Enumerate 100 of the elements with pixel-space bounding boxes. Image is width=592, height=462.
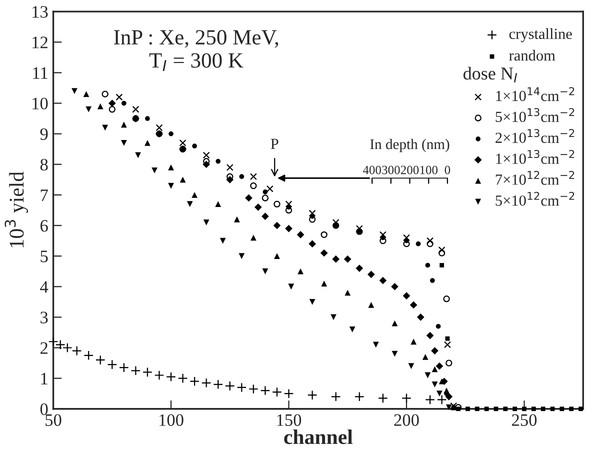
- point: [86, 106, 92, 112]
- x-tick-label: 200: [394, 414, 419, 426]
- text: InP : Xe, 250 MeV, T$_{I}$ = 300 K: [114, 30, 278, 72]
- point: [416, 314, 424, 321]
- point: [179, 139, 186, 146]
- x-tick-label: 50: [46, 414, 62, 426]
- point: [425, 394, 436, 405]
- point: [444, 388, 450, 394]
- legend-label: 1×10$^{14}$cm$^{−2}$: [496, 87, 574, 102]
- point: [330, 314, 336, 320]
- x2-tick-label: 200: [400, 166, 419, 174]
- point: [266, 185, 274, 192]
- point: [102, 124, 108, 131]
- point: [430, 278, 435, 283]
- point: [83, 91, 90, 98]
- legend-label: 7×10$^{12}$cm$^{−2}$: [496, 170, 574, 185]
- point: [444, 341, 451, 348]
- point: [250, 173, 257, 180]
- point: [438, 378, 445, 384]
- point: [416, 241, 421, 246]
- annotation: P: [270, 138, 278, 149]
- point: [431, 347, 438, 354]
- point: [260, 386, 270, 396]
- point: [166, 372, 176, 382]
- point: [466, 406, 470, 412]
- x-tick-label: 150: [277, 414, 302, 426]
- x2-tick-label: 0: [444, 166, 450, 174]
- y-axis-title: 10$^{3}$ yield: [4, 172, 28, 248]
- point: [438, 246, 446, 254]
- point: [118, 362, 129, 373]
- point: [408, 363, 414, 370]
- point: [410, 338, 417, 345]
- point: [332, 218, 340, 226]
- point: [569, 406, 574, 412]
- y-tick-label: 2: [40, 342, 48, 354]
- point: [332, 255, 340, 263]
- x2-tick-label: 100: [420, 166, 438, 174]
- point: [250, 234, 256, 241]
- point: [152, 168, 158, 174]
- point: [239, 174, 244, 179]
- point: [202, 152, 210, 159]
- point: [262, 189, 268, 194]
- point: [436, 390, 442, 397]
- point: [540, 406, 546, 412]
- legend-label: 2×10$^{13}$cm$^{−2}$: [496, 129, 574, 143]
- point: [55, 340, 66, 350]
- point: [372, 342, 379, 348]
- legend-label: 5×10$^{13}$cm$^{−2}$: [496, 108, 574, 122]
- x-tick-label: 100: [160, 414, 184, 426]
- point: [120, 122, 127, 128]
- point: [168, 131, 174, 136]
- point: [298, 268, 304, 274]
- point: [107, 360, 118, 370]
- point: [238, 253, 245, 259]
- x2-tick-label: 400: [362, 166, 381, 174]
- legend-label: 1×10$^{13}$cm$^{−2}$: [496, 150, 574, 164]
- point: [154, 370, 164, 380]
- point: [284, 388, 294, 399]
- y-tick-label: 9: [40, 128, 48, 140]
- point: [474, 406, 480, 412]
- y-tick-label: 7: [40, 190, 48, 201]
- point: [168, 164, 174, 170]
- point: [84, 350, 94, 360]
- point: [248, 384, 258, 394]
- point: [432, 381, 438, 388]
- point: [307, 390, 318, 400]
- point: [445, 336, 450, 341]
- point: [349, 326, 356, 332]
- point: [48, 336, 58, 347]
- point: [320, 249, 328, 257]
- legend-label: 5×10$^{12}$cm$^{−2}$: [496, 192, 574, 206]
- point: [203, 219, 210, 226]
- point: [310, 214, 315, 219]
- y-tick-label: 4: [40, 281, 48, 293]
- point: [402, 393, 412, 404]
- point: [356, 264, 364, 272]
- point: [296, 230, 304, 238]
- point: [392, 350, 398, 357]
- point: [145, 116, 150, 121]
- point: [226, 164, 234, 171]
- point: [344, 290, 351, 296]
- y-tick-label: 3: [40, 312, 48, 324]
- point: [494, 406, 498, 412]
- point: [410, 301, 418, 309]
- point: [426, 332, 434, 340]
- point: [436, 362, 444, 370]
- point: [156, 124, 163, 132]
- point: [425, 262, 430, 268]
- point: [391, 282, 398, 290]
- point: [424, 372, 431, 378]
- point: [220, 238, 226, 244]
- point: [254, 203, 262, 211]
- point: [201, 378, 212, 388]
- point: [202, 160, 210, 168]
- point: [180, 176, 186, 183]
- point: [356, 225, 363, 232]
- x-axis-title: channel: [284, 429, 353, 444]
- point: [531, 406, 536, 412]
- point: [62, 342, 72, 353]
- point: [262, 268, 268, 274]
